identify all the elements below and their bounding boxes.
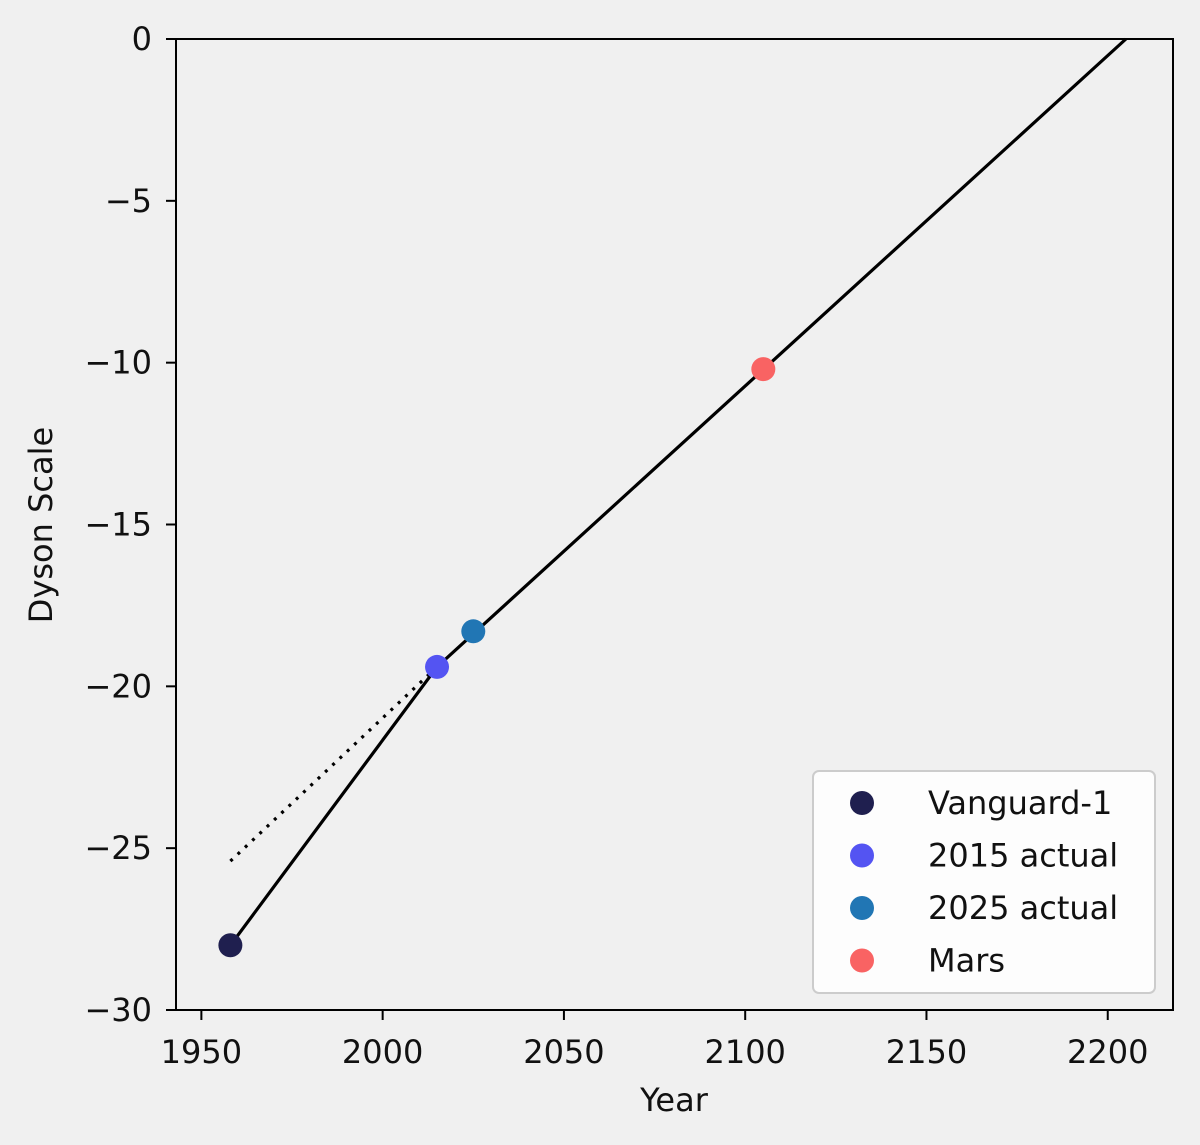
legend-label-vanguard-1: Vanguard-1: [928, 784, 1112, 822]
y-tick-label: −5: [105, 182, 152, 220]
y-tick-label: −25: [84, 829, 152, 867]
x-tick-label: 2000: [342, 1033, 423, 1071]
legend-label-2015-actual: 2015 actual: [928, 837, 1118, 875]
legend-marker-mars: [850, 948, 874, 973]
legend: Vanguard-1 2015 actual 2025 actual Mars: [812, 770, 1156, 994]
data-point-mars: [751, 357, 776, 382]
data-points: [218, 357, 776, 958]
legend-marker-2025-actual: [850, 896, 874, 920]
x-tick-label: 1950: [161, 1033, 242, 1071]
x-tick-label: 2100: [704, 1033, 785, 1071]
x-axis-label: Year: [639, 1081, 709, 1119]
data-point-2015-actual: [425, 654, 450, 679]
y-tick-label: −10: [84, 344, 152, 382]
dotted-trend-line-1: [229, 665, 439, 863]
y-axis-label: Dyson Scale: [22, 427, 60, 623]
legend-label-mars: Mars: [928, 942, 1005, 980]
x-tick-label: 2200: [1067, 1033, 1148, 1071]
y-tick-label: −15: [84, 506, 152, 544]
y-axis: 0 −5 −10 −15 −20 −25 −30: [84, 20, 176, 1029]
y-tick-label: −30: [84, 991, 152, 1029]
legend-marker-vanguard-1: [850, 791, 874, 815]
y-tick-label: −20: [84, 667, 152, 705]
data-point-2025-actual: [461, 619, 486, 644]
legend-box: [812, 770, 1156, 994]
legend-marker-2015-actual: [850, 843, 874, 868]
y-tick-label: 0: [132, 20, 152, 58]
x-tick-label: 2150: [886, 1033, 967, 1071]
data-point-vanguard-1: [218, 933, 243, 958]
x-axis: 1950 2000 2050 2100 2150 2200: [161, 1010, 1148, 1071]
x-tick-label: 2050: [523, 1033, 604, 1071]
legend-label-2025-actual: 2025 actual: [928, 889, 1118, 927]
legend-entries: Vanguard-1 2015 actual 2025 actual Mars: [850, 784, 1118, 980]
